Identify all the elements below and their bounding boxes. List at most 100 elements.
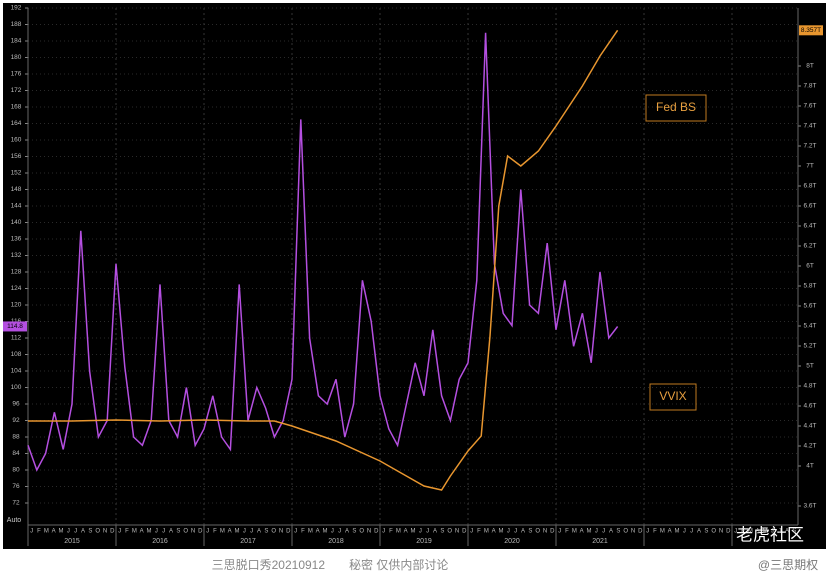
month-label: J (426, 529, 429, 535)
last-value-tag (3, 321, 27, 332)
month-label: J (683, 529, 686, 535)
month-label: M (308, 529, 313, 535)
month-label: J (470, 529, 473, 535)
month-label: D (638, 529, 643, 535)
month-label: J (331, 529, 334, 535)
y-tick-label: 136 (11, 236, 22, 243)
y-tick-label: 120 (11, 302, 22, 309)
x-tick-label: 2019 (416, 538, 432, 545)
y-tick-label: 80 (12, 467, 20, 474)
month-label: J (771, 529, 774, 535)
month-label: D (286, 529, 291, 535)
month-label: S (176, 529, 180, 535)
y-tick-label: 184 (11, 38, 22, 45)
y2-tick-label: 4.6T (803, 403, 816, 410)
y-tick-label: 164 (11, 120, 22, 127)
month-label: A (257, 529, 261, 535)
y-tick-label: 76 (12, 483, 20, 490)
month-label: A (609, 529, 613, 535)
month-label: F (301, 529, 305, 535)
month-label: O (271, 529, 276, 535)
series-line (27, 32, 619, 472)
y-tick-label: 88 (12, 434, 20, 441)
y-tick-label: 84 (12, 450, 20, 457)
y-tick-label: 108 (11, 351, 22, 358)
month-label: A (668, 529, 672, 535)
y2-tick-label: 7.8T (803, 83, 816, 90)
month-label: J (734, 529, 737, 535)
y-tick-label: 180 (11, 54, 22, 61)
month-label: A (316, 529, 320, 535)
month-label: N (719, 529, 723, 535)
month-label: O (535, 529, 540, 535)
y2-tick-label: 5.6T (803, 303, 816, 310)
month-label: S (352, 529, 356, 535)
month-label: M (411, 529, 416, 535)
month-label: J (382, 529, 385, 535)
month-label: J (646, 529, 649, 535)
month-label: D (110, 529, 115, 535)
month-label: J (602, 529, 605, 535)
month-label: J (162, 529, 165, 535)
y-tick-label: 140 (11, 219, 22, 226)
month-label: M (132, 529, 137, 535)
y-tick-label: 172 (11, 87, 22, 94)
month-label: M (660, 529, 665, 535)
month-label: M (220, 529, 225, 535)
month-label: O (711, 529, 716, 535)
last-value-label: 114.8 (7, 323, 23, 330)
y2-tick-label: 4.2T (803, 443, 816, 450)
y-tick-label: 148 (11, 186, 22, 193)
month-label: M (499, 529, 504, 535)
y2-tick-label: 4T (806, 463, 814, 470)
y-tick-label: 152 (11, 170, 22, 177)
month-label: A (81, 529, 85, 535)
month-label: N (103, 529, 107, 535)
month-label: N (279, 529, 283, 535)
month-label: N (543, 529, 547, 535)
watermark: 老虎社区 (736, 525, 804, 544)
annotation-box (645, 94, 707, 122)
y-tick-label: 160 (11, 137, 22, 144)
month-label: A (345, 529, 349, 535)
y2-tick-label: 6.8T (803, 183, 816, 190)
month-label: J (595, 529, 598, 535)
y2-tick-label: 6T (806, 263, 814, 270)
month-label: F (565, 529, 569, 535)
month-label: A (52, 529, 56, 535)
month-label: J (558, 529, 561, 535)
month-label: J (690, 529, 693, 535)
month-label: A (433, 529, 437, 535)
y2-tick-label: 7.4T (803, 123, 816, 130)
y2-tick-label: 7.6T (803, 103, 816, 110)
month-label: J (294, 529, 297, 535)
month-label: M (44, 529, 49, 535)
axis-mode: Auto (7, 517, 22, 524)
month-label: M (396, 529, 401, 535)
month-label: A (169, 529, 173, 535)
plot-background (3, 3, 826, 549)
x-tick-label: 2021 (592, 538, 608, 545)
month-label: S (440, 529, 444, 535)
month-label: S (616, 529, 620, 535)
month-label: F (37, 529, 41, 535)
y2-tick-label: 3.6T (803, 503, 816, 510)
month-label: J (507, 529, 510, 535)
month-label: O (359, 529, 364, 535)
y-tick-label: 176 (11, 71, 22, 78)
month-label: S (528, 529, 532, 535)
last-value-tag (799, 25, 823, 36)
month-label: S (704, 529, 708, 535)
y-tick-label: 192 (11, 5, 22, 12)
y-tick-label: 100 (11, 384, 22, 391)
footer: 三思脱口秀20210912 秘密 仅供内部讨论 (212, 557, 449, 572)
y-tick-label: 72 (12, 500, 20, 507)
month-label: J (74, 529, 77, 535)
y2-tick-label: 5.2T (803, 343, 816, 350)
month-label: O (95, 529, 100, 535)
y2-tick-label: 4.8T (803, 383, 816, 390)
month-label: F (477, 529, 481, 535)
month-label: M (484, 529, 489, 535)
month-label: J (118, 529, 121, 535)
credit: @三思期权 (758, 558, 818, 572)
